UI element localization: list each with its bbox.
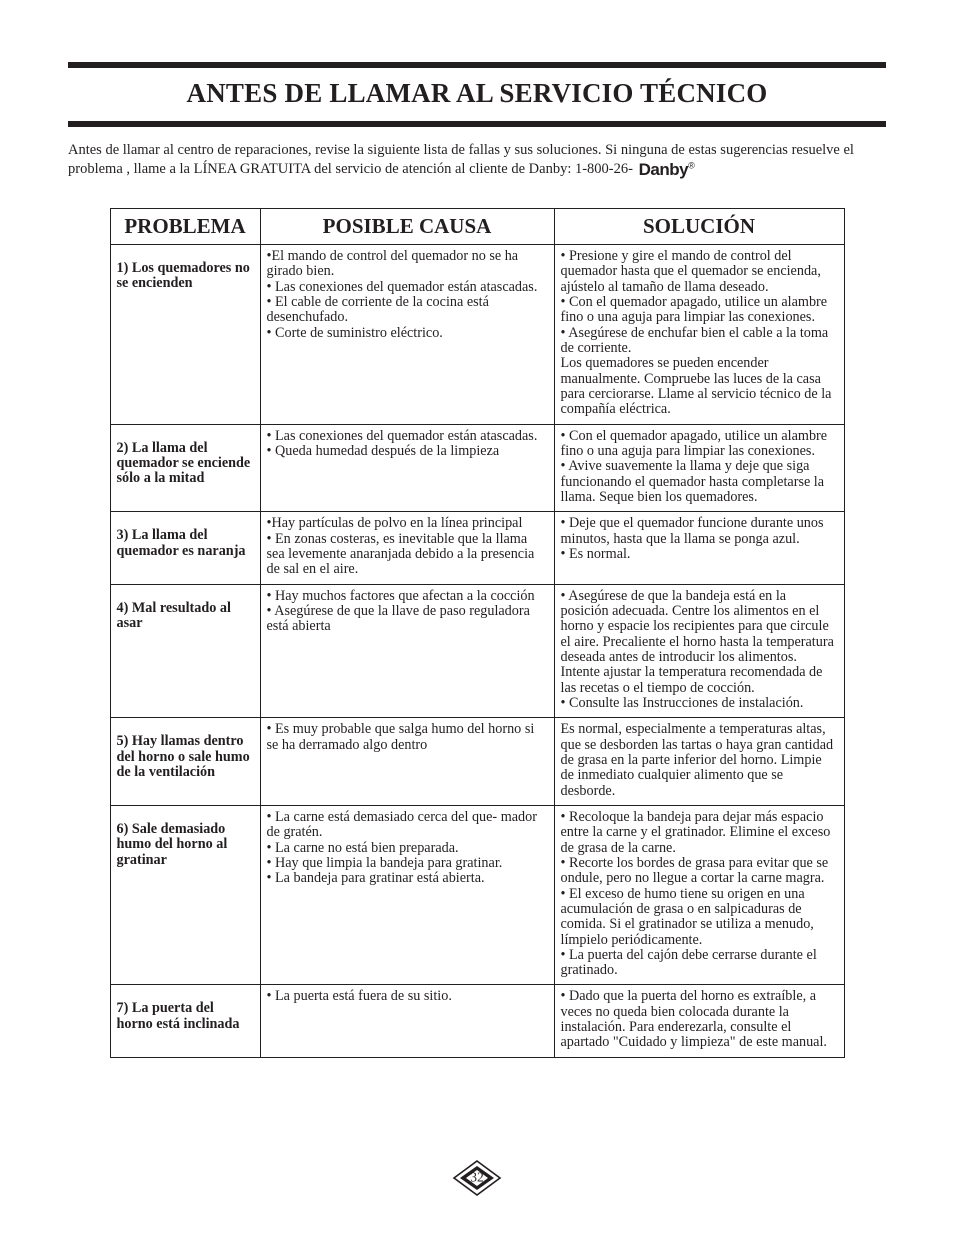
page-footer: 32 (0, 1160, 954, 1201)
table-row: 1) Los quemadores no se encienden•El man… (110, 245, 844, 425)
cell-problem: 6) Sale demasiado humo del horno al grat… (110, 805, 260, 985)
cell-solution: Es normal, especialmente a temperaturas … (554, 718, 844, 806)
cell-cause: •El mando de control del quemador no se … (260, 245, 554, 425)
cell-cause: • Hay muchos factores que afectan a la c… (260, 584, 554, 718)
cell-cause: • Las conexiones del quemador están atas… (260, 424, 554, 512)
cell-solution: • Dado que la puerta del horno es extraí… (554, 985, 844, 1057)
brand-registered-icon: ® (688, 160, 694, 170)
title-underline-rule (68, 121, 886, 127)
intro-text: Antes de llamar al centro de reparacione… (68, 142, 854, 177)
cell-problem: 3) La llama del quemador es naranja (110, 512, 260, 584)
cell-problem: 4) Mal resultado al asar (110, 584, 260, 718)
brand-logo: Danby® (639, 159, 695, 180)
page-number: 32 (470, 1170, 484, 1186)
intro-paragraph: Antes de llamar al centro de reparacione… (68, 141, 886, 180)
header-cause: POSIBLE CAUSA (260, 209, 554, 245)
table-row: 4) Mal resultado al asar• Hay muchos fac… (110, 584, 844, 718)
cell-problem: 7) La puerta del horno está inclinada (110, 985, 260, 1057)
cell-cause: • La carne está demasiado cerca del que-… (260, 805, 554, 985)
cell-solution: • Deje que el quemador funcione durante … (554, 512, 844, 584)
cell-cause: • Es muy probable que salga humo del hor… (260, 718, 554, 806)
troubleshooting-table: PROBLEMA POSIBLE CAUSA SOLUCIÓN 1) Los q… (110, 208, 845, 1057)
cell-problem: 5) Hay llamas dentro del horno o sale hu… (110, 718, 260, 806)
cell-problem: 1) Los quemadores no se encienden (110, 245, 260, 425)
page-title: ANTES DE LLAMAR AL SERVICIO TÉCNICO (68, 78, 886, 109)
top-rule (68, 62, 886, 68)
brand-name: Danby (639, 160, 688, 179)
table-body: 1) Los quemadores no se encienden•El man… (110, 245, 844, 1058)
table-row: 6) Sale demasiado humo del horno al grat… (110, 805, 844, 985)
cell-solution: • Recoloque la bandeja para dejar más es… (554, 805, 844, 985)
cell-solution: • Asegúrese de que la bandeja está en la… (554, 584, 844, 718)
cell-cause: • La puerta está fuera de su sitio. (260, 985, 554, 1057)
header-solution: SOLUCIÓN (554, 209, 844, 245)
cell-solution: • Con el quemador apagado, utilice un al… (554, 424, 844, 512)
table-row: 7) La puerta del horno está inclinada• L… (110, 985, 844, 1057)
cell-solution: • Presione y gire el mando de control de… (554, 245, 844, 425)
table-header-row: PROBLEMA POSIBLE CAUSA SOLUCIÓN (110, 209, 844, 245)
table-row: 2) La llama del quemador se enciende sól… (110, 424, 844, 512)
table-row: 3) La llama del quemador es naranja•Hay … (110, 512, 844, 584)
cell-problem: 2) La llama del quemador se enciende sól… (110, 424, 260, 512)
header-problem: PROBLEMA (110, 209, 260, 245)
cell-cause: •Hay partículas de polvo en la línea pri… (260, 512, 554, 584)
page-number-diamond-icon: 32 (452, 1160, 502, 1196)
table-row: 5) Hay llamas dentro del horno o sale hu… (110, 718, 844, 806)
